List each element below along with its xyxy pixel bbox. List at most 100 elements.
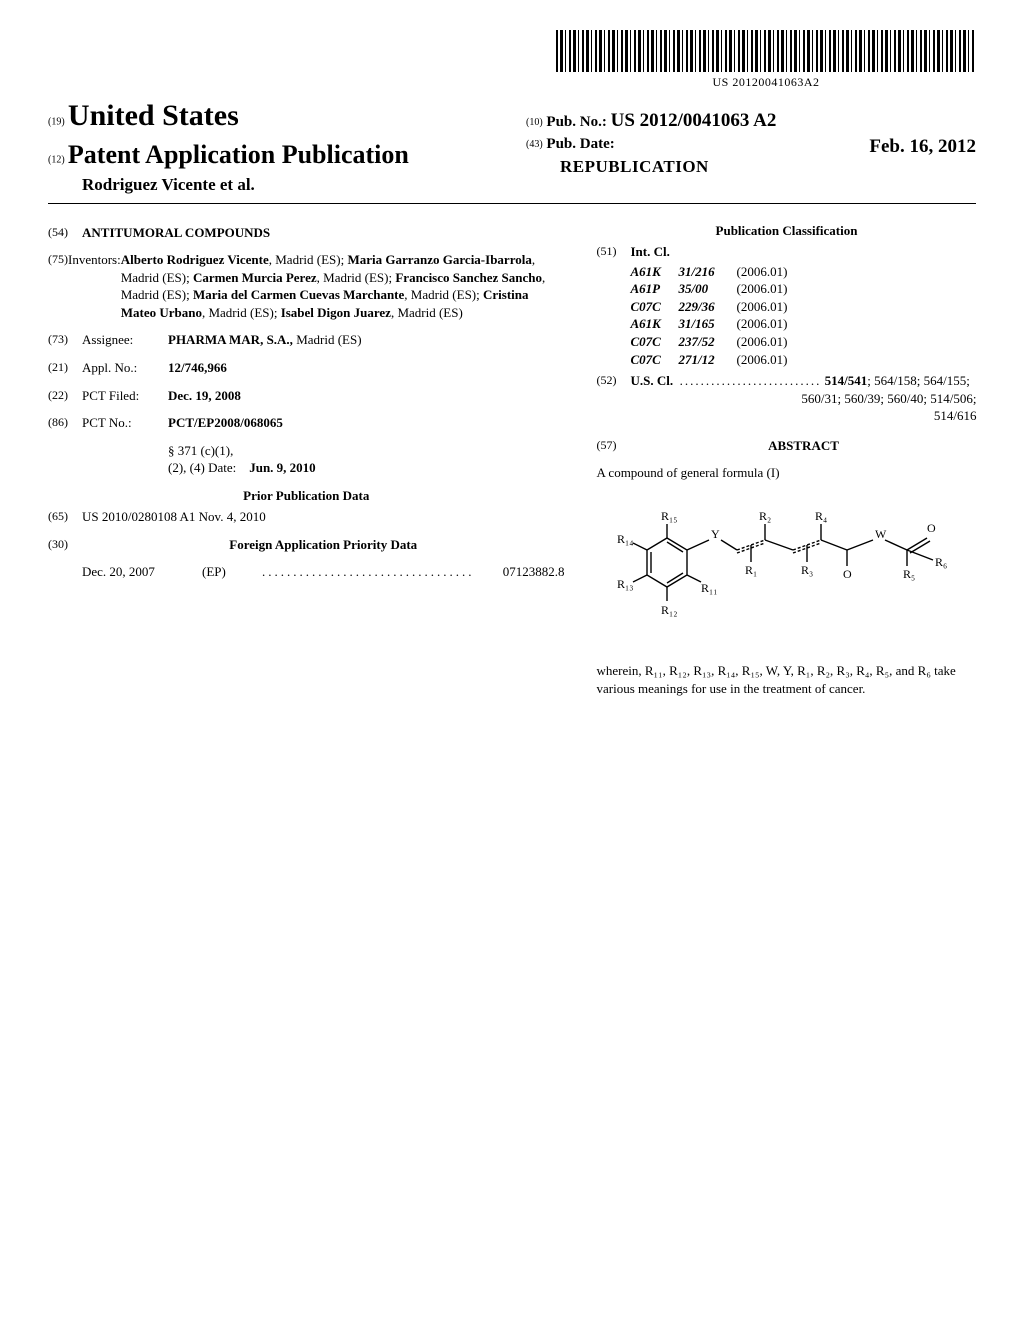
foreign-cc: (EP) [202, 563, 262, 581]
prior-pub-code: (65) [48, 508, 82, 526]
intcl-b: 31/165 [679, 315, 737, 333]
abstract-code: (57) [597, 437, 631, 455]
title-value: ANTITUMORAL COMPOUNDS [82, 224, 270, 242]
pubno-value: US 2012/0041063 A2 [611, 110, 777, 131]
foreign-dots: .................................. [262, 563, 475, 581]
assignee-label: Assignee: [82, 331, 168, 349]
inventors-field: (75) Inventors: Alberto Rodriguez Vicent… [48, 251, 565, 321]
lbl-r15: R₁₅ [661, 509, 677, 523]
intcl-b: 31/216 [679, 263, 737, 281]
intcl-c: (2006.01) [737, 298, 788, 316]
lbl-y: Y [711, 527, 720, 541]
lbl-r1: R₁ [745, 563, 757, 577]
lbl-r5: R₅ [903, 567, 915, 581]
pctno-code: (86) [48, 414, 82, 432]
assignee-name: PHARMA MAR, S.A., [168, 332, 296, 347]
pubdate-label: Pub. Date: [546, 136, 614, 152]
chemical-formula-svg: R₁₅ R₁₄ R₁₃ R₁₂ R₁₁ Y R₂ R₁ R₄ R₃ O W R₅… [597, 500, 977, 650]
intcl-b: 229/36 [679, 298, 737, 316]
pubdate-value: Feb. 16, 2012 [869, 134, 976, 160]
intcl-a: A61P [631, 280, 679, 298]
pubno-label: Pub. No.: [546, 114, 606, 130]
intcl-row: C07C271/12(2006.01) [631, 351, 977, 369]
intcl-c: (2006.01) [737, 280, 788, 298]
lbl-r12: R₁₂ [661, 603, 677, 617]
applno-label: Appl. No.: [82, 359, 168, 377]
barcode-wrap: US 20120041063A2 [556, 30, 976, 90]
lbl-o2: O [927, 521, 936, 535]
foreign-date: Dec. 20, 2007 [82, 563, 202, 581]
foreign-head-wrap: Foreign Application Priority Data [82, 536, 565, 554]
prior-pub-field: (65) US 2010/0280108 A1 Nov. 4, 2010 [48, 508, 565, 526]
republication: REPUBLICATION [560, 156, 976, 179]
s371-date-line: (2), (4) Date: Jun. 9, 2010 [168, 459, 565, 477]
intcl-label: Int. Cl. [631, 243, 670, 261]
right-column: Publication Classification (51) Int. Cl.… [597, 214, 977, 698]
inventor-name: Francisco Sanchez Sancho [395, 270, 542, 285]
inventors-label: Inventors: [68, 251, 121, 321]
abstract-head: ABSTRACT [631, 437, 977, 455]
lbl-r11: R₁₁ [701, 581, 717, 595]
assignee-code: (73) [48, 331, 82, 349]
pctno-value: PCT/EP2008/068065 [168, 414, 283, 432]
lbl-r6: R₆ [935, 555, 947, 569]
pctfiled-field: (22) PCT Filed: Dec. 19, 2008 [48, 387, 565, 405]
intcl-b: 35/00 [679, 280, 737, 298]
pub-type: Patent Application Publication [68, 137, 409, 172]
title-code: (54) [48, 224, 82, 242]
uscl-label: U.S. Cl. [631, 373, 674, 388]
country-name: United States [68, 96, 239, 137]
s371-date-label: (2), (4) Date: [168, 460, 236, 475]
intcl-b: 237/52 [679, 333, 737, 351]
foreign-row: Dec. 20, 2007 (EP) .....................… [82, 563, 565, 581]
foreign-code: (30) [48, 536, 82, 554]
pctno-field: (86) PCT No.: PCT/EP2008/068065 [48, 414, 565, 432]
country-line: (19) United States [48, 96, 498, 137]
lbl-w: W [875, 527, 887, 541]
pubdate-line: (43) Pub. Date: Feb. 16, 2012 [526, 134, 976, 154]
assignee-field: (73) Assignee: PHARMA MAR, S.A., Madrid … [48, 331, 565, 349]
barcode-number: US 20120041063A2 [556, 74, 976, 90]
s371-date: Jun. 9, 2010 [249, 460, 315, 475]
lbl-r14: R₁₄ [617, 532, 633, 546]
intcl-b: 271/12 [679, 351, 737, 369]
intcl-c: (2006.01) [737, 333, 788, 351]
foreign-code-field: (30) Foreign Application Priority Data [48, 536, 565, 554]
inventor-name: Maria Garranzo Garcia-Ibarrola [347, 252, 531, 267]
applno-value: 12/746,966 [168, 359, 227, 377]
abstract-field: (57) ABSTRACT [597, 437, 977, 455]
lbl-r3: R₃ [801, 563, 813, 577]
header-left: (19) United States (12) Patent Applicati… [48, 96, 498, 197]
foreign-num: 07123882.8 [475, 563, 565, 581]
inventor-name: Alberto Rodriguez Vicente [121, 252, 269, 267]
barcode-block: US 20120041063A2 [48, 30, 976, 90]
abstract-tail: wherein, R₁₁, R₁₂, R₁₃, R₁₄, R₁₅, W, Y, … [597, 662, 977, 697]
intcl-code: (51) [597, 243, 631, 261]
authors-line: Rodriguez Vicente et al. [82, 174, 498, 197]
applno-field: (21) Appl. No.: 12/746,966 [48, 359, 565, 377]
lbl-r13: R₁₃ [617, 577, 633, 591]
intcl-row: A61P35/00(2006.01) [631, 280, 977, 298]
intcl-row: C07C237/52(2006.01) [631, 333, 977, 351]
uscl-code: (52) [597, 372, 631, 425]
intcl-list: A61K31/216(2006.01)A61P35/00(2006.01)C07… [631, 263, 977, 368]
intcl-a: C07C [631, 351, 679, 369]
prior-pub-value: US 2010/0280108 A1 Nov. 4, 2010 [82, 508, 266, 526]
header-rule [48, 203, 976, 204]
intcl-c: (2006.01) [737, 263, 788, 281]
intcl-c: (2006.01) [737, 351, 788, 369]
formula-box: R₁₅ R₁₄ R₁₃ R₁₂ R₁₁ Y R₂ R₁ R₄ R₃ O W R₅… [597, 500, 977, 655]
intcl-row: A61K31/165(2006.01) [631, 315, 977, 333]
inventor-name: Carmen Murcia Perez [193, 270, 317, 285]
body-columns: (54) ANTITUMORAL COMPOUNDS (75) Inventor… [48, 214, 976, 698]
foreign-head: Foreign Application Priority Data [82, 536, 565, 554]
pubno-line: (10) Pub. No.: US 2012/0041063 A2 [526, 108, 976, 134]
applno-code: (21) [48, 359, 82, 377]
pctfiled-value: Dec. 19, 2008 [168, 387, 241, 405]
uscl-cont: 560/31; 560/39; 560/40; 514/506; [631, 390, 977, 408]
intcl-a: C07C [631, 298, 679, 316]
s371-label: § 371 (c)(1), [168, 442, 565, 460]
pub-class-head: Publication Classification [597, 222, 977, 240]
intcl-a: A61K [631, 263, 679, 281]
abstract-head-wrap: ABSTRACT [631, 437, 977, 455]
